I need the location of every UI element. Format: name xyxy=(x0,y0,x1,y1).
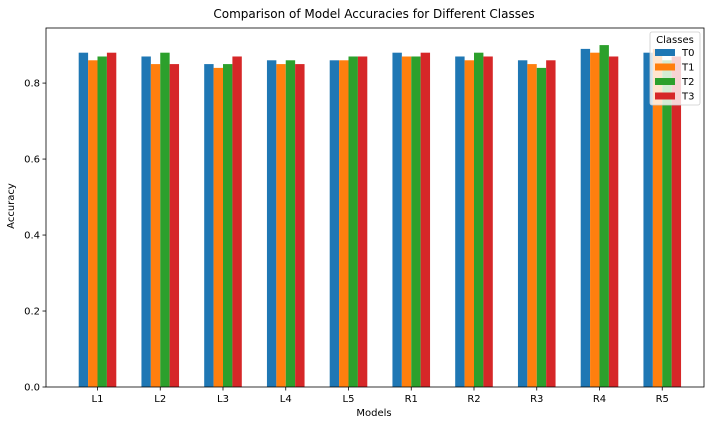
legend: Classes T0 T1 T2 T3 xyxy=(649,31,701,106)
bar-R5-T2 xyxy=(662,60,672,387)
y-tick-label: 0.0 xyxy=(24,383,40,394)
x-tick-label: R1 xyxy=(405,394,418,405)
bar-R3-T2 xyxy=(536,67,547,387)
y-axis-label: Accuracy xyxy=(6,183,17,229)
bar-L4-T2 xyxy=(285,60,296,387)
bar-L4-T1 xyxy=(276,64,286,387)
x-tick-label: L1 xyxy=(92,394,104,405)
bar-L1-T3 xyxy=(106,52,117,387)
bar-L5-T3 xyxy=(357,56,368,388)
bar-R1-T2 xyxy=(411,56,421,388)
bar-R3-T0 xyxy=(517,60,528,387)
bar-L5-T0 xyxy=(329,60,340,387)
bar-R1-T0 xyxy=(392,52,402,387)
bar-L3-T0 xyxy=(204,64,214,387)
bar-L4-T3 xyxy=(295,64,305,387)
legend-swatch-T3 xyxy=(655,92,675,100)
bar-R4-T2 xyxy=(599,45,609,387)
bar-R1-T1 xyxy=(401,56,412,388)
bar-L4-T0 xyxy=(266,60,277,387)
bar-R1-T3 xyxy=(420,52,431,387)
bar-L3-T3 xyxy=(232,56,242,388)
bar-R5-T1 xyxy=(652,48,663,387)
bar-R4-T0 xyxy=(580,48,591,387)
legend-label-T1: T1 xyxy=(681,63,694,74)
bar-L5-T1 xyxy=(339,60,349,387)
bar-L2-T3 xyxy=(169,64,180,387)
x-tick-label: R5 xyxy=(656,394,669,405)
bar-R3-T1 xyxy=(527,64,537,387)
y-tick-label: 0.6 xyxy=(24,155,40,166)
legend-title: Classes xyxy=(656,35,694,46)
legend-label-T2: T2 xyxy=(681,77,694,88)
bar-L2-T1 xyxy=(150,64,161,387)
bar-R2-T1 xyxy=(464,60,474,387)
bar-L1-T1 xyxy=(88,60,98,387)
x-tick-label: L3 xyxy=(217,394,229,405)
legend-swatch-T1 xyxy=(655,63,675,71)
legend-swatch-T2 xyxy=(655,78,675,85)
bar-L3-T2 xyxy=(223,64,233,387)
y-tick-label: 0.4 xyxy=(24,231,40,242)
chart-title: Comparison of Model Accuracies for Diffe… xyxy=(213,7,534,21)
plot-frame xyxy=(45,27,705,388)
legend-label-T0: T0 xyxy=(681,48,694,59)
bar-R4-T3 xyxy=(608,56,619,388)
bar-L2-T2 xyxy=(160,52,170,387)
axes-group: 0.0 0.2 0.4 0.6 0.8 L1 L2 L3 L4 L5 R1 R2 R3 R4 R5 xyxy=(24,27,705,405)
bar-R4-T1 xyxy=(590,52,600,387)
x-tick-label: L2 xyxy=(154,394,166,405)
x-tick-label: L5 xyxy=(343,394,355,405)
bar-R3-T3 xyxy=(546,60,556,387)
x-tick-label: L4 xyxy=(280,394,292,405)
bar-R5-T3 xyxy=(671,56,682,388)
bar-R2-T0 xyxy=(455,56,465,388)
x-tick-label: R4 xyxy=(593,394,606,405)
x-tick-label: R2 xyxy=(467,394,480,405)
x-tick-label: R3 xyxy=(530,394,543,405)
bar-L1-T2 xyxy=(97,56,107,388)
legend-swatch-T0 xyxy=(655,49,675,56)
bar-L2-T0 xyxy=(141,56,151,388)
y-tick-label: 0.2 xyxy=(24,307,40,318)
bars-group xyxy=(78,45,682,388)
x-axis-label: Models xyxy=(356,408,391,419)
bar-R2-T3 xyxy=(483,56,493,388)
bar-R2-T2 xyxy=(474,52,484,387)
bar-R5-T0 xyxy=(643,52,653,387)
y-tick-label: 0.8 xyxy=(24,79,40,90)
bar-L3-T1 xyxy=(213,67,223,387)
legend-label-T3: T3 xyxy=(681,92,694,103)
bar-L1-T0 xyxy=(78,52,89,387)
bar-L5-T2 xyxy=(348,56,358,388)
